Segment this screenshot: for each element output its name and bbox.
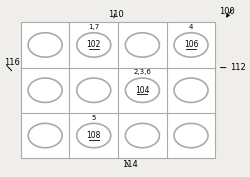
Text: 112: 112	[230, 63, 246, 72]
Text: 104: 104	[135, 86, 150, 95]
Text: 100: 100	[219, 7, 235, 16]
Text: 5: 5	[92, 115, 96, 121]
Text: 110: 110	[108, 10, 124, 19]
Text: 108: 108	[86, 131, 101, 140]
Text: 4: 4	[189, 24, 193, 30]
Text: 102: 102	[86, 40, 101, 49]
Text: 1,7: 1,7	[88, 24, 100, 30]
Text: 106: 106	[184, 40, 198, 49]
Bar	[21, 22, 215, 158]
Text: 114: 114	[122, 160, 138, 169]
Text: 116: 116	[4, 58, 20, 67]
Text: 2,3,6: 2,3,6	[134, 69, 151, 75]
